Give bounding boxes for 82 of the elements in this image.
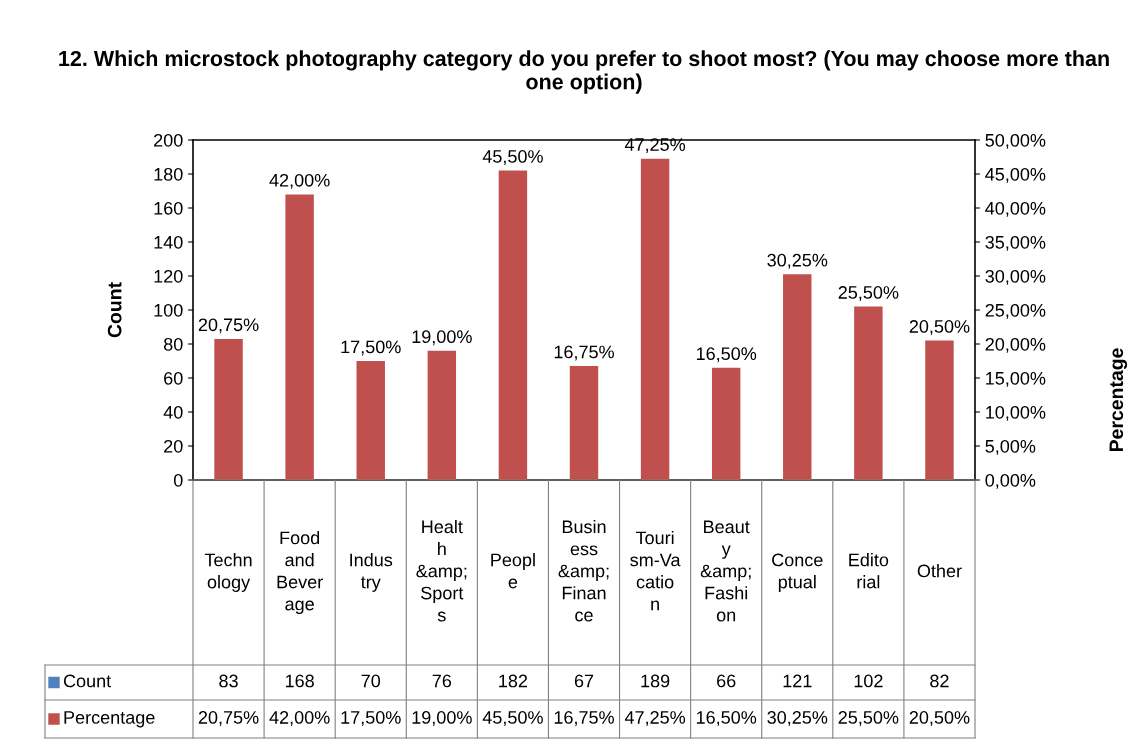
data-label: 16,75% — [554, 711, 614, 726]
bar — [854, 306, 883, 480]
bar — [498, 170, 528, 480]
data-label: 16,50% — [696, 711, 757, 726]
y-tick-label: 80 — [163, 337, 183, 351]
text: 70 — [361, 674, 381, 688]
text: 25,50% — [838, 286, 899, 301]
x-tick-label: Other — [917, 564, 962, 578]
bar — [285, 194, 314, 480]
text: 66 — [717, 674, 736, 688]
y-tick-label: 60 — [164, 371, 183, 385]
y-tick-label: 40 — [163, 405, 183, 419]
x-tick-label: Tourism-Vacation — [630, 530, 681, 611]
x-tick-label: Editorial — [849, 553, 889, 589]
text: 121 — [783, 674, 812, 688]
data-label: 17,50% — [341, 711, 401, 726]
text: 82 — [930, 674, 949, 688]
y-tick-label: 120 — [154, 269, 183, 283]
y-tick-label: 200 — [154, 133, 183, 147]
chart-title: 12. Which microstock photography category do you prefer to shoot most? (You may choose more than one option) — [59, 50, 1109, 94]
bar — [356, 361, 385, 480]
x-tick-label: Conceptual — [772, 553, 823, 592]
y-tick-label: 180 — [154, 167, 183, 181]
text: 102 — [854, 674, 883, 688]
y2-tick-label: 10,00% — [986, 405, 1046, 421]
bar — [640, 158, 670, 480]
text: 83 — [219, 674, 238, 688]
data-label: 47,25% — [624, 711, 686, 726]
bar — [214, 338, 243, 480]
bar — [925, 340, 954, 480]
bar — [711, 367, 741, 480]
y2-tick-label: 20,00% — [985, 337, 1046, 353]
y2-axis-title: Percentage — [1109, 348, 1128, 452]
text: 20,75% — [198, 318, 259, 334]
x-tick-label: Health &amp; Sports — [416, 519, 467, 622]
legend-label: Percentage — [64, 711, 155, 728]
text: 20,50% — [909, 320, 970, 335]
text: 67 — [574, 674, 594, 688]
data-label: 42,00% — [269, 711, 330, 726]
x-tick-label: Industry — [350, 553, 393, 592]
data-label: 19,00% — [412, 711, 472, 726]
bar — [427, 350, 457, 480]
text: 16,75% — [554, 345, 614, 361]
data-label: 25,50% — [838, 711, 899, 726]
text: 168 — [285, 674, 314, 688]
x-tick-label: Food and Beverage — [277, 530, 323, 615]
data-label: 45,50% — [482, 711, 543, 726]
text: 42,00% — [269, 173, 330, 189]
y-tick-label: 100 — [154, 303, 183, 317]
y2-tick-label: 45,00% — [985, 167, 1046, 183]
x-tick-label: Technology — [204, 553, 252, 592]
y2-tick-label: 0,00% — [985, 473, 1036, 489]
data-label: 20,75% — [198, 711, 259, 726]
text: 30,25% — [767, 253, 828, 269]
y-axis-title: Count — [107, 282, 122, 338]
bar — [569, 366, 599, 480]
data-label: 20,50% — [909, 711, 970, 726]
y2-tick-label: 35,00% — [985, 235, 1046, 251]
y-tick-label: 20 — [164, 439, 183, 453]
text: 182 — [499, 674, 528, 688]
legend-label: Count — [63, 674, 112, 688]
y2-tick-label: 50,00% — [985, 133, 1046, 149]
y-tick-label: 140 — [154, 235, 183, 249]
x-tick-label: People — [491, 553, 535, 589]
y2-tick-label: 40,00% — [985, 201, 1046, 217]
x-tick-label: Beauty &amp; Fashion — [700, 520, 751, 622]
y2-tick-label: 25,00% — [985, 303, 1046, 319]
text: 47,25% — [624, 138, 686, 154]
data-label: 30,25% — [767, 711, 828, 726]
text: 19,00% — [412, 330, 472, 346]
x-tick-label: Business &amp; Finance — [558, 519, 609, 622]
bar — [783, 274, 812, 480]
y2-tick-label: 5,00% — [985, 439, 1036, 455]
y-tick-label: 160 — [154, 201, 183, 215]
text: 17,50% — [341, 340, 401, 356]
text: 76 — [432, 674, 452, 688]
text: 45,50% — [482, 150, 543, 165]
text: 16,50% — [696, 347, 757, 363]
y2-tick-label: 30,00% — [985, 269, 1046, 285]
y-tick-label: 0 — [173, 473, 183, 487]
y2-tick-label: 15,00% — [986, 371, 1046, 387]
text: 189 — [641, 674, 670, 688]
